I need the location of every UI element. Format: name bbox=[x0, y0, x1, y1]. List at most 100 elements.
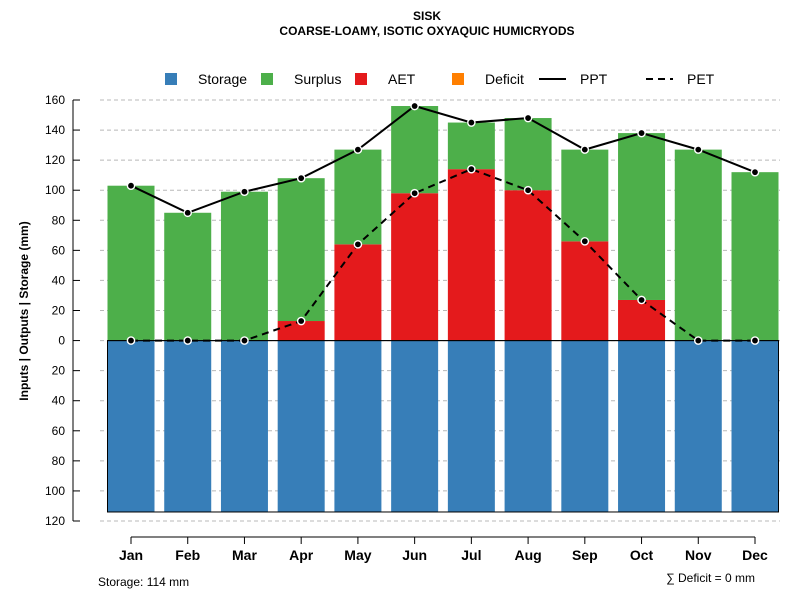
y-tick-label: 140 bbox=[45, 123, 65, 137]
pet-point bbox=[410, 188, 419, 198]
legend-swatch bbox=[165, 73, 177, 85]
legend-swatch bbox=[355, 73, 367, 85]
surplus-bar bbox=[334, 149, 382, 245]
ppt-point bbox=[693, 145, 703, 154]
storage-bar bbox=[334, 340, 382, 512]
surplus-bar bbox=[447, 122, 495, 170]
storage-bar bbox=[561, 340, 609, 512]
pet-line bbox=[131, 168, 755, 342]
ppt-point bbox=[580, 145, 590, 154]
deficit-note: ∑ Deficit = 0 mm bbox=[666, 571, 755, 585]
surplus-bar bbox=[277, 178, 325, 322]
x-tick-label: Oct bbox=[630, 547, 654, 563]
x-tick-label: Jul bbox=[461, 547, 481, 563]
pet-point bbox=[467, 164, 476, 174]
y-tick-label: 20 bbox=[52, 364, 66, 378]
pet-point bbox=[523, 185, 533, 195]
surplus-bar bbox=[391, 106, 439, 194]
x-tick-label: Feb bbox=[175, 547, 200, 563]
legend: Storage Surplus AET Deficit PPT PET bbox=[165, 71, 715, 87]
y-tick-label: 80 bbox=[52, 213, 66, 227]
surplus-bar bbox=[731, 172, 779, 341]
y-axis: 160 140 120 100 80 60 40 20 0 20 40 60 80 100 120 bbox=[45, 93, 80, 528]
surplus-bar bbox=[618, 133, 666, 300]
pet-point bbox=[183, 336, 193, 345]
x-tick-label: Nov bbox=[685, 547, 712, 563]
aet-bar bbox=[334, 244, 382, 341]
y-tick-label: 120 bbox=[45, 514, 65, 528]
ppt-point bbox=[750, 167, 760, 177]
pet-point bbox=[353, 240, 363, 249]
x-tick-label: Mar bbox=[232, 547, 257, 563]
y-tick-label: 100 bbox=[45, 484, 65, 498]
surplus-bar bbox=[107, 185, 155, 341]
ppt-point bbox=[523, 113, 533, 123]
pet-point bbox=[637, 295, 646, 305]
y-tick-label: 60 bbox=[52, 243, 66, 257]
legend-label: Surplus bbox=[294, 71, 341, 87]
legend-swatch bbox=[261, 73, 273, 85]
x-tick-label: Sep bbox=[572, 547, 598, 563]
x-tick-label: Dec bbox=[742, 547, 768, 563]
aet-bar bbox=[391, 193, 439, 341]
storage-bar bbox=[164, 340, 212, 512]
pet-point bbox=[750, 336, 760, 345]
ppt-line bbox=[130, 104, 756, 214]
chart-subtitle: COARSE-LOAMY, ISOTIC OXYAQUIC HUMICRYODS bbox=[279, 24, 574, 38]
bars bbox=[107, 106, 779, 513]
ppt-point bbox=[240, 187, 249, 197]
legend-label: PPT bbox=[580, 71, 608, 87]
ppt-point bbox=[353, 145, 363, 154]
pet-point bbox=[580, 237, 590, 246]
y-tick-label: 100 bbox=[45, 183, 65, 197]
y-axis-label: Inputs | Outputs | Storage (mm) bbox=[17, 221, 31, 400]
legend-label: Storage bbox=[198, 71, 247, 87]
y-tick-label: 20 bbox=[52, 304, 66, 318]
aet-bar bbox=[504, 190, 552, 341]
pet-point bbox=[240, 336, 249, 345]
aet-bar bbox=[561, 241, 609, 341]
pet-point bbox=[126, 336, 136, 345]
storage-bar bbox=[277, 340, 325, 512]
ppt-point bbox=[183, 208, 193, 218]
ppt-point bbox=[467, 118, 476, 127]
aet-bar bbox=[447, 169, 495, 341]
y-tick-label: 40 bbox=[52, 394, 66, 408]
surplus-bar bbox=[164, 212, 212, 341]
storage-bar bbox=[674, 340, 722, 512]
y-tick-label: 40 bbox=[52, 273, 66, 287]
legend-label: AET bbox=[388, 71, 416, 87]
storage-bar bbox=[618, 340, 666, 512]
ppt-point bbox=[410, 101, 419, 111]
surplus-bar bbox=[674, 149, 722, 341]
storage-bar bbox=[391, 340, 439, 512]
x-tick-label: Apr bbox=[289, 547, 314, 563]
storage-note: Storage: 114 mm bbox=[98, 575, 189, 589]
ppt-point bbox=[126, 181, 136, 191]
y-tick-label: 80 bbox=[52, 454, 66, 468]
legend-swatch bbox=[452, 73, 464, 85]
x-tick-label: May bbox=[344, 547, 371, 563]
x-tick-label: Aug bbox=[514, 547, 541, 563]
storage-bar bbox=[504, 340, 552, 512]
aet-bar bbox=[618, 299, 666, 341]
y-tick-label: 0 bbox=[58, 334, 65, 348]
storage-bar bbox=[107, 340, 155, 512]
y-tick-label: 120 bbox=[45, 153, 65, 167]
storage-outline bbox=[107, 340, 779, 513]
y-tick-label: 60 bbox=[52, 424, 66, 438]
gridlines bbox=[100, 99, 780, 522]
storage-bar bbox=[731, 340, 779, 512]
series-lines bbox=[126, 101, 760, 345]
legend-label: PET bbox=[687, 71, 715, 87]
storage-bar bbox=[220, 340, 268, 512]
y-tick-label: 160 bbox=[45, 93, 65, 107]
x-tick-label: Jun bbox=[402, 547, 427, 563]
surplus-bar bbox=[220, 191, 268, 341]
pet-point bbox=[296, 316, 306, 326]
x-tick-label: Jan bbox=[119, 547, 143, 563]
ppt-point bbox=[637, 128, 646, 138]
surplus-bar bbox=[504, 118, 552, 191]
chart-title: SISK bbox=[413, 9, 441, 23]
